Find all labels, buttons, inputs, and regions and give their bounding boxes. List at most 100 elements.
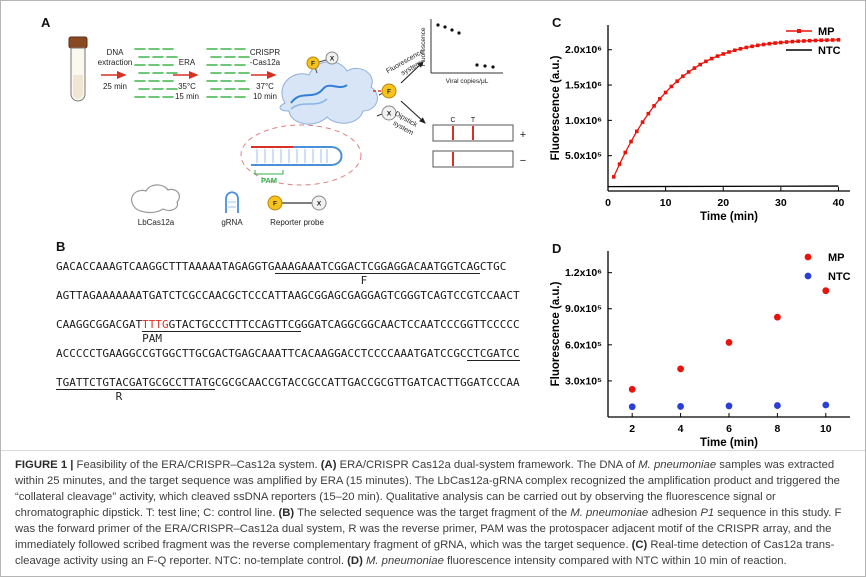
sequence-line: CAAGGCGGACGATTTTGGTACTGCCCTTTCCAGTTCGGGA… <box>56 318 538 332</box>
sequence-sublabel-row <box>56 361 538 372</box>
y-tick-label: 6.0x10⁵ <box>565 339 602 351</box>
series-NTC <box>628 401 830 411</box>
caption-segment: M. pneumoniae <box>570 507 649 520</box>
sequence-segment: CTGC <box>479 260 507 273</box>
sequence-segment: TGATTCTGTACGATGCGCCTTATG <box>56 376 215 390</box>
control-line-label: C <box>450 117 455 124</box>
era-temp: 35°C <box>178 82 196 91</box>
positive-sign: + <box>520 129 526 141</box>
sequence-segment: CGCGCAACCGTACCGCCATTGACCGCGTTGATCACTTGGA… <box>214 376 520 389</box>
quencher-icon <box>325 51 339 65</box>
caption-segment: (D) <box>347 555 363 568</box>
lbcas12a-label: LbCas12a <box>138 218 175 227</box>
mini-plot-ylabel: Fluorescence <box>420 27 427 66</box>
crispr-time: 10 min <box>253 92 277 101</box>
y-tick-label: 3.0x10⁵ <box>565 375 602 387</box>
sequence-line: AGTTAGAAAAAAATGATCTCGCCAACGCTCCCATTAAGCG… <box>56 289 538 303</box>
sequence-segment: CTCGATCC <box>466 347 520 361</box>
legend-label: MP <box>818 26 835 38</box>
panel-c-label: C <box>552 15 562 30</box>
x-tick-label: 10 <box>820 423 832 435</box>
step-dna-extraction: DNA extraction 25 min <box>98 48 133 91</box>
chart-legend: MP NTC <box>786 26 841 57</box>
panel-a-diagram: A DNA extraction 25 min ERA 35°C 15 min <box>41 15 526 227</box>
sequence-segment: GGATCAGGCGGCAACTCCAATCCCGGTTCCCCC <box>301 318 520 331</box>
caption-segment: fluorescence intensity compared with NTC… <box>443 555 787 568</box>
x-tick-label: 4 <box>678 423 684 435</box>
target-zoom-icon: PAM <box>240 124 362 186</box>
caption-segment: (B) <box>278 507 295 520</box>
panel-b-label: B <box>56 239 66 254</box>
panel-d-label: D <box>552 241 562 256</box>
series-NTC <box>607 185 839 188</box>
negative-sign: − <box>520 155 526 167</box>
svg-text:F: F <box>311 60 315 67</box>
lbcas12a-legend: LbCas12a <box>131 184 180 227</box>
x-tick-label: 8 <box>774 423 780 435</box>
x-tick-label: 10 <box>660 197 672 209</box>
x-tick-label: 20 <box>717 197 729 209</box>
chart-C-svg: 0 10 20 30 40 5.0x10⁵ 1.0x10⁶ 1.5x10⁶ 2.0x10⁶ Tim… <box>550 25 850 223</box>
caption-segment: P1 <box>700 507 715 520</box>
x-tick-label: 0 <box>605 197 611 209</box>
crispr-label: CRISPR <box>250 48 280 57</box>
caption-segment: M. pneumoniae <box>365 555 444 568</box>
dipstick-negative: − <box>432 150 526 168</box>
y-tick-label: 1.5x10⁶ <box>565 80 602 92</box>
dna-fragments-icon <box>134 48 178 98</box>
sequence-lines: GACACCAAAGTCAAGGCTTTAAAAATAGAGGTGAAAGAAA… <box>56 260 538 403</box>
dna-extraction-time: 25 min <box>103 82 127 91</box>
caption-segment: Real-time detection of Cas12a trans-clea… <box>15 539 835 568</box>
quencher-icon <box>311 195 327 211</box>
chart-C: 0 10 20 30 40 5.0x10⁵ 1.0x10⁶ 1.5x10⁶ 2.0x10⁶ Tim… <box>546 13 864 225</box>
sequence-segment: AAAGAAATCGGACTCGGAGGACAATGGTCAG <box>274 260 480 274</box>
y-tick-label: 1.0x10⁶ <box>565 115 602 127</box>
test-line-label: T <box>471 117 476 124</box>
figure-caption: FIGURE 1 | Feasibility of the ERA/CRISPR… <box>15 457 853 569</box>
sequence-sublabel-row: F <box>56 274 368 287</box>
caption-segment: samples was extracted within 25 minutes,… <box>15 459 840 520</box>
grna-hairpin-icon <box>225 191 239 213</box>
y-tick-label: 1.2x10⁶ <box>565 267 602 279</box>
caption-segment: ERA/CRISPR Cas12a dual-system framework.… <box>336 459 639 471</box>
sequence-line: TGATTCTGTACGATGCGCCTTATGCGCGCAACCGTACCGC… <box>56 376 538 390</box>
fluorescence-branch: Fluorescence system Fluorescence Viral c… <box>385 19 503 85</box>
step-era: ERA 35°C 15 min <box>173 58 199 101</box>
reporter-probe-label: Reporter probe <box>270 218 324 227</box>
fluorophore-icon <box>306 56 320 70</box>
series-MP <box>611 38 841 179</box>
lbcas12a-cloud-icon <box>131 184 180 214</box>
caption-segment: M. pneumoniae <box>638 459 717 471</box>
legend-label: NTC <box>828 271 851 283</box>
y-axis-label: Fluorescence (a.u.) <box>550 281 562 386</box>
sequence-line: GACACCAAAGTCAAGGCTTTAAAAATAGAGGTGAAAGAAA… <box>56 260 538 274</box>
sequence-segment: TTTG <box>142 318 169 332</box>
caption-segment: (C) <box>631 539 648 552</box>
svg-text:F: F <box>273 201 277 208</box>
caption-segment: (A) <box>320 459 337 471</box>
grna-label: gRNA <box>221 218 243 227</box>
sequence-segment: ACCCCCTGAAGGCCGTGGCTTGCGACTGAGCAAATTCACA… <box>56 347 467 360</box>
sequence-sublabel-row: PAM <box>56 332 162 345</box>
dna-extraction-label: DNA <box>107 48 125 57</box>
fluorophore-icon <box>267 195 283 211</box>
mini-plot-xlabel: Viral copies/μL <box>446 78 489 85</box>
pam-label: PAM <box>261 176 277 185</box>
cas12a-complex-icon: F X <box>279 51 378 125</box>
svg-text:X: X <box>330 55 335 62</box>
caption-divider <box>1 450 865 451</box>
grna-legend: gRNA <box>221 191 243 227</box>
legend-label: NTC <box>818 45 841 57</box>
dipstick-branch: Dipstick system C T + − <box>392 100 526 168</box>
reporter-probe-legend: F X Reporter probe <box>267 195 327 227</box>
x-axis-label: Time (min) <box>700 437 758 449</box>
sequence-sublabel-row <box>56 303 538 314</box>
sequence-sublabel-row: R <box>56 390 123 403</box>
dipstick-positive: + <box>432 124 526 142</box>
crispr-temp: 37°C <box>256 82 274 91</box>
svg-text:X: X <box>387 111 392 118</box>
y-tick-label: 5.0x10⁵ <box>565 150 602 162</box>
panel-b-sequence: B GACACCAAAGTCAAGGCTTTAAAAATAGAGGTGAAAGA… <box>56 239 538 405</box>
x-tick-label: 6 <box>726 423 732 435</box>
